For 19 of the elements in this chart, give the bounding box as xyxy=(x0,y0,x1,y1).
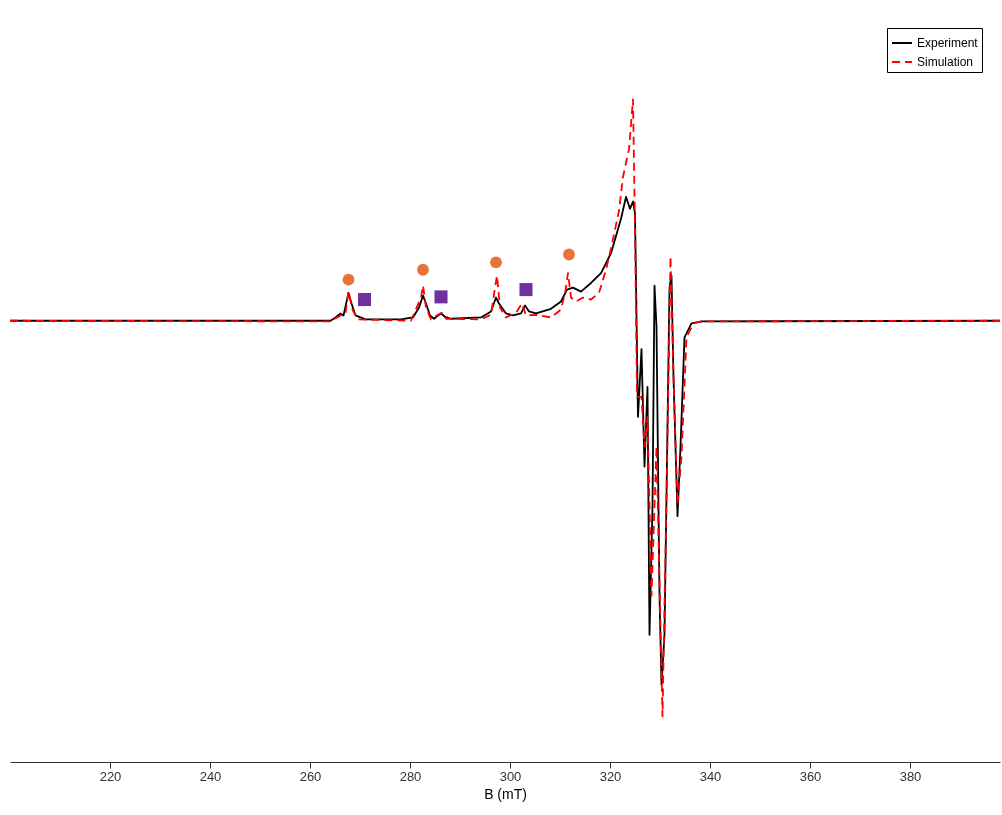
legend-label: Experiment xyxy=(917,36,979,50)
point xyxy=(342,273,355,286)
point xyxy=(434,290,448,304)
x-tick-label: 240 xyxy=(199,768,222,784)
x-tick-label: 300 xyxy=(499,768,522,784)
x-tick-label: 260 xyxy=(299,768,322,784)
point xyxy=(417,263,429,276)
point xyxy=(490,256,502,269)
point xyxy=(519,283,533,297)
x-tick-label: 220 xyxy=(99,768,122,784)
point xyxy=(563,248,575,261)
x-tick-label: 360 xyxy=(799,768,822,784)
x-tick-label: 280 xyxy=(399,768,422,784)
x-axis-title: B (mT) xyxy=(484,785,527,802)
legend-label: Simulation xyxy=(917,55,974,69)
point xyxy=(357,293,372,307)
x-tick-label: 340 xyxy=(699,768,722,784)
x-tick-label: 320 xyxy=(599,768,622,784)
x-tick-label: 380 xyxy=(899,768,922,784)
